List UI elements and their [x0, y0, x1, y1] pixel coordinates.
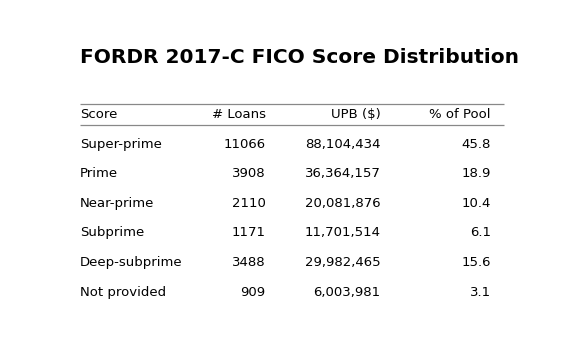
Text: 18.9: 18.9	[462, 167, 491, 180]
Text: 3908: 3908	[232, 167, 266, 180]
Text: UPB ($): UPB ($)	[331, 108, 381, 121]
Text: Not provided: Not provided	[80, 286, 166, 299]
Text: 10.4: 10.4	[462, 197, 491, 210]
Text: Subprime: Subprime	[80, 226, 144, 240]
Text: 11066: 11066	[223, 138, 266, 151]
Text: # Loans: # Loans	[211, 108, 266, 121]
Text: 45.8: 45.8	[462, 138, 491, 151]
Text: 3.1: 3.1	[470, 286, 491, 299]
Text: 1171: 1171	[231, 226, 266, 240]
Text: 29,982,465: 29,982,465	[305, 256, 381, 269]
Text: FORDR 2017-C FICO Score Distribution: FORDR 2017-C FICO Score Distribution	[80, 48, 519, 67]
Text: 88,104,434: 88,104,434	[305, 138, 381, 151]
Text: Super-prime: Super-prime	[80, 138, 162, 151]
Text: 909: 909	[241, 286, 266, 299]
Text: 20,081,876: 20,081,876	[305, 197, 381, 210]
Text: Score: Score	[80, 108, 117, 121]
Text: 3488: 3488	[232, 256, 266, 269]
Text: 2110: 2110	[232, 197, 266, 210]
Text: % of Pool: % of Pool	[429, 108, 491, 121]
Text: 15.6: 15.6	[461, 256, 491, 269]
Text: Deep-subprime: Deep-subprime	[80, 256, 183, 269]
Text: 6.1: 6.1	[470, 226, 491, 240]
Text: Near-prime: Near-prime	[80, 197, 154, 210]
Text: 11,701,514: 11,701,514	[304, 226, 381, 240]
Text: Prime: Prime	[80, 167, 118, 180]
Text: 6,003,981: 6,003,981	[314, 286, 381, 299]
Text: 36,364,157: 36,364,157	[304, 167, 381, 180]
